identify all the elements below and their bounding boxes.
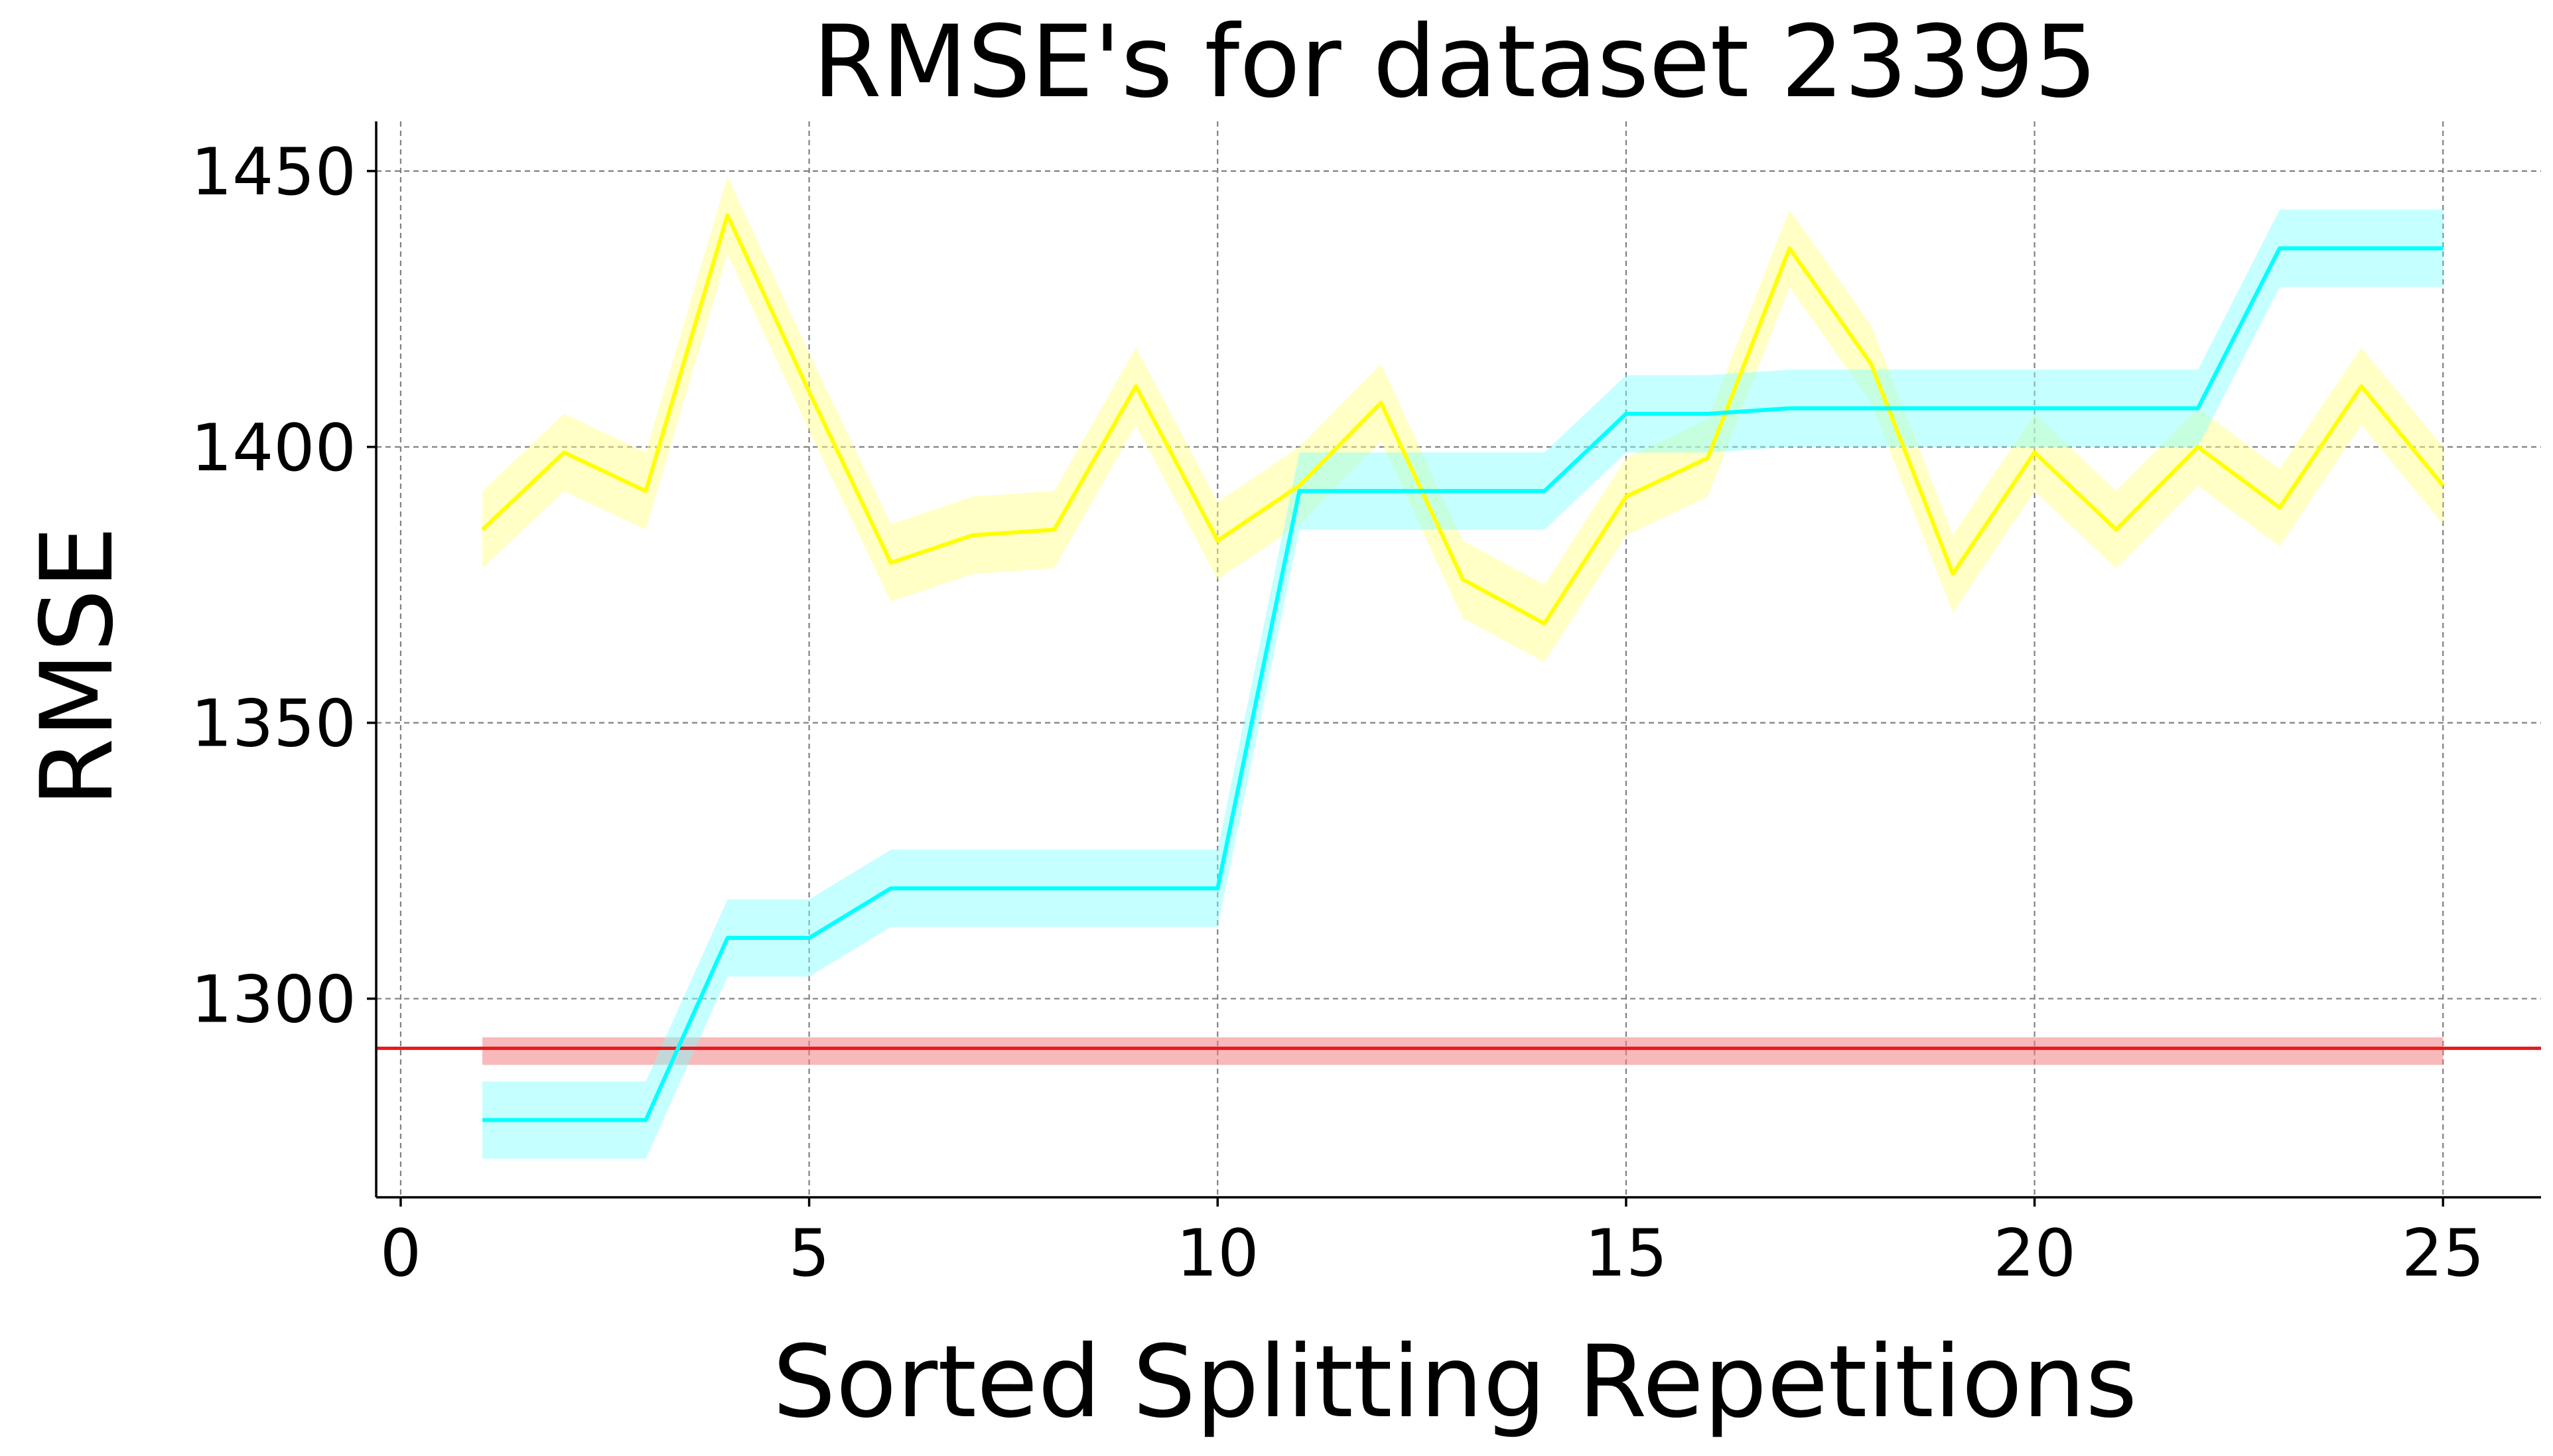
grid [376, 121, 2541, 1197]
confidence-bands [482, 176, 2444, 1159]
x-tick-label: 5 [788, 1216, 829, 1291]
series-line-1 [482, 246, 2444, 1122]
series-line-0 [481, 213, 2445, 626]
y-tick-label: 1400 [191, 411, 356, 486]
y-tick-label: 1300 [191, 962, 356, 1038]
x-tick-label: 0 [380, 1216, 421, 1291]
y-axis-label: RMSE [20, 526, 135, 807]
y-tick-label: 1350 [191, 687, 356, 762]
baseline-band [482, 1037, 2444, 1065]
x-axis-label: Sorted Splitting Repetitions [773, 1325, 2138, 1440]
x-tick-label: 15 [1585, 1216, 1668, 1291]
series-band-0 [482, 176, 2444, 663]
series-band-1 [482, 210, 2444, 1159]
chart-title: RMSE's for dataset 23395 [813, 5, 2098, 120]
x-tick-label: 10 [1176, 1216, 1259, 1291]
x-tick-label: 25 [2402, 1216, 2485, 1291]
series-lines [376, 213, 2541, 1122]
tick-labels: 0 5 10 15 20 25 1300 1350 1400 1450 [191, 135, 2485, 1291]
y-tick-label: 1450 [191, 135, 356, 210]
x-tick-label: 20 [1993, 1216, 2076, 1291]
axes [367, 121, 2541, 1207]
